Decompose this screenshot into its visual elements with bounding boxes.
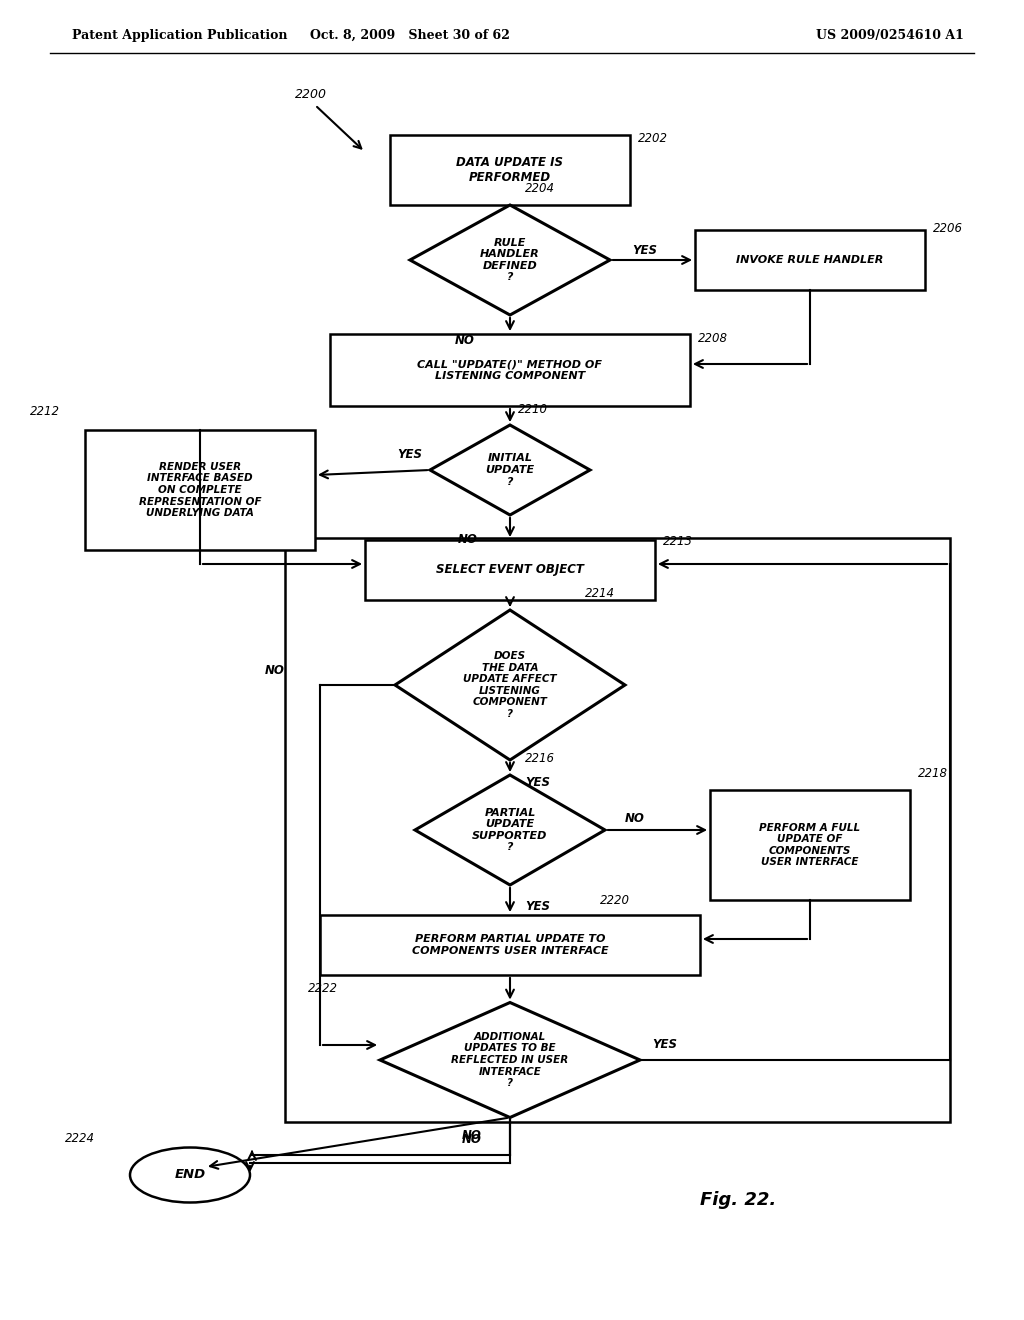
FancyBboxPatch shape [330,334,690,407]
Text: 2218: 2218 [918,767,948,780]
Polygon shape [380,1002,640,1118]
FancyBboxPatch shape [710,789,910,900]
Polygon shape [410,205,610,315]
Text: 2210: 2210 [518,403,548,416]
Text: YES: YES [633,243,657,256]
Text: NO: NO [462,1133,482,1146]
Text: 2213: 2213 [663,535,693,548]
Text: END: END [174,1168,206,1181]
Text: 2220: 2220 [600,894,630,907]
Text: YES: YES [525,900,551,913]
Text: 2204: 2204 [525,182,555,195]
Text: 2206: 2206 [933,222,963,235]
Text: NO: NO [625,812,645,825]
Text: CALL "UPDATE()" METHOD OF
LISTENING COMPONENT: CALL "UPDATE()" METHOD OF LISTENING COMP… [418,359,602,380]
Text: 2216: 2216 [525,752,555,766]
Text: DOES
THE DATA
UPDATE AFFECT
LISTENING
COMPONENT
?: DOES THE DATA UPDATE AFFECT LISTENING CO… [463,651,557,719]
Text: 2200: 2200 [295,88,327,102]
Polygon shape [395,610,625,760]
Text: 2224: 2224 [65,1133,95,1144]
Text: US 2009/0254610 A1: US 2009/0254610 A1 [816,29,964,41]
Text: DATA UPDATE IS
PERFORMED: DATA UPDATE IS PERFORMED [457,156,563,183]
Text: NO: NO [462,1129,482,1142]
Ellipse shape [130,1147,250,1203]
Text: PERFORM PARTIAL UPDATE TO
COMPONENTS USER INTERFACE: PERFORM PARTIAL UPDATE TO COMPONENTS USE… [412,935,608,956]
Text: 2212: 2212 [30,405,60,418]
Text: PARTIAL
UPDATE
SUPPORTED
?: PARTIAL UPDATE SUPPORTED ? [472,808,548,853]
Text: PERFORM A FULL
UPDATE OF
COMPONENTS
USER INTERFACE: PERFORM A FULL UPDATE OF COMPONENTS USER… [760,822,860,867]
Text: NO: NO [458,533,478,546]
Polygon shape [430,425,590,515]
Text: SELECT EVENT OBJECT: SELECT EVENT OBJECT [436,564,584,577]
Text: INVOKE RULE HANDLER: INVOKE RULE HANDLER [736,255,884,265]
Text: INITIAL
UPDATE
?: INITIAL UPDATE ? [485,453,535,487]
Text: Oct. 8, 2009   Sheet 30 of 62: Oct. 8, 2009 Sheet 30 of 62 [310,29,510,41]
Text: ADDITIONAL
UPDATES TO BE
REFLECTED IN USER
INTERFACE
?: ADDITIONAL UPDATES TO BE REFLECTED IN US… [452,1032,568,1088]
FancyBboxPatch shape [390,135,630,205]
Text: RENDER USER
INTERFACE BASED
ON COMPLETE
REPRESENTATION OF
UNDERLYING DATA: RENDER USER INTERFACE BASED ON COMPLETE … [138,462,261,519]
Text: Fig. 22.: Fig. 22. [700,1191,776,1209]
Text: NO: NO [265,664,285,676]
Text: YES: YES [652,1039,678,1052]
FancyBboxPatch shape [365,540,655,601]
Text: 2214: 2214 [585,587,615,601]
Polygon shape [415,775,605,884]
Text: Patent Application Publication: Patent Application Publication [72,29,288,41]
Text: 2222: 2222 [308,982,338,995]
FancyBboxPatch shape [85,430,315,550]
Text: YES: YES [525,776,551,788]
FancyBboxPatch shape [319,915,700,975]
FancyBboxPatch shape [695,230,925,290]
Text: NO: NO [455,334,475,347]
Text: 2202: 2202 [638,132,668,145]
Text: 2208: 2208 [698,333,728,345]
Text: YES: YES [397,449,423,462]
Text: RULE
HANDLER
DEFINED
?: RULE HANDLER DEFINED ? [480,238,540,282]
